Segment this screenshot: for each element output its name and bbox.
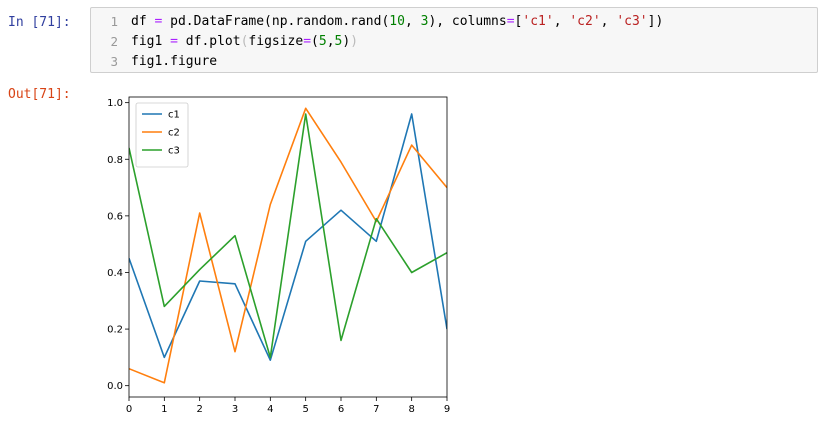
x-tick-label: 9 bbox=[444, 404, 450, 415]
y-tick-label: 0.0 bbox=[107, 381, 123, 392]
code-token: 'c2' bbox=[569, 14, 601, 29]
line-number: 3 bbox=[110, 54, 118, 69]
code-token: 'c1' bbox=[522, 14, 554, 29]
series-line-c3 bbox=[129, 113, 447, 359]
code-line: df = pd.DataFrame(np.random.rand(10, 3),… bbox=[131, 14, 663, 34]
code-token: ]) bbox=[647, 14, 664, 29]
y-tick-label: 0.6 bbox=[107, 211, 123, 222]
y-tick-label: 1.0 bbox=[107, 98, 123, 109]
code-token: df.plot bbox=[177, 34, 241, 49]
code-token: [ bbox=[514, 14, 523, 29]
line-chart: 0.0 0.2 0.4 0.6 0.8 1.0 0 1 2 3 4 5 6 7 8 9 c1 c2 c3 bbox=[107, 96, 450, 415]
code-text[interactable]: df = pd.DataFrame(np.random.rand(10, 3),… bbox=[131, 8, 817, 72]
series-line-c2 bbox=[129, 107, 447, 384]
y-tick-label: 0.4 bbox=[107, 268, 123, 279]
code-token: 5 bbox=[318, 34, 327, 49]
code-token: 10 bbox=[389, 14, 405, 29]
x-tick-label: 6 bbox=[338, 404, 344, 415]
code-token: ( bbox=[311, 34, 319, 49]
x-tick-label: 0 bbox=[126, 404, 132, 415]
code-token: df bbox=[131, 14, 155, 29]
x-tick-label: 3 bbox=[232, 404, 238, 415]
code-token: , bbox=[404, 14, 421, 29]
line-number-gutter: 1 2 3 bbox=[91, 8, 131, 72]
x-tick-label: 8 bbox=[408, 404, 414, 415]
code-token: 'c3' bbox=[616, 14, 648, 29]
x-tick-label: 2 bbox=[196, 404, 202, 415]
code-token: fig1.figure bbox=[131, 54, 218, 69]
code-token: figsize bbox=[248, 34, 304, 49]
legend-label-c3: c3 bbox=[168, 146, 180, 157]
code-line: fig1 = df.plot(figsize=(5,5)) bbox=[131, 34, 358, 54]
plot-frame bbox=[128, 96, 448, 398]
cell-output: 0.0 0.2 0.4 0.6 0.8 1.0 0 1 2 3 4 5 6 7 8 9 c1 c2 c3 bbox=[90, 80, 470, 432]
output-prompt: Out[71]: bbox=[8, 87, 71, 102]
series-line-c1 bbox=[129, 113, 447, 362]
code-token: = bbox=[154, 14, 163, 29]
code-token: ) bbox=[342, 34, 351, 49]
code-token: fig1 bbox=[131, 34, 171, 49]
legend-label-c1: c1 bbox=[168, 110, 180, 121]
line-number: 1 bbox=[110, 14, 118, 29]
line-number: 2 bbox=[110, 34, 118, 49]
input-prompt: In [71]: bbox=[8, 15, 71, 30]
code-token: , bbox=[553, 14, 570, 29]
x-tick-label: 5 bbox=[302, 404, 308, 415]
code-line: fig1.figure bbox=[131, 54, 217, 74]
code-token: = bbox=[506, 14, 515, 29]
code-token: 5 bbox=[334, 34, 343, 49]
legend-label-c2: c2 bbox=[168, 128, 180, 139]
code-token: ( bbox=[240, 34, 249, 49]
code-token: = bbox=[170, 34, 178, 49]
code-token: = bbox=[303, 34, 312, 49]
x-tick-label: 4 bbox=[267, 404, 273, 415]
legend-box bbox=[135, 102, 189, 168]
x-tick-label: 7 bbox=[373, 404, 379, 415]
code-token: , bbox=[600, 14, 617, 29]
code-token: ) bbox=[350, 34, 359, 49]
code-editor[interactable]: 1 2 3 df = pd.DataFrame(np.random.rand(1… bbox=[90, 7, 818, 73]
code-token: 3 bbox=[420, 14, 429, 29]
y-tick-label: 0.8 bbox=[107, 155, 123, 166]
y-tick-label: 0.2 bbox=[107, 325, 123, 336]
code-token: , bbox=[326, 34, 335, 49]
x-tick-label: 1 bbox=[161, 404, 167, 415]
code-token: pd.DataFrame(np.random.rand( bbox=[162, 14, 390, 29]
code-token: ), columns bbox=[428, 14, 507, 29]
